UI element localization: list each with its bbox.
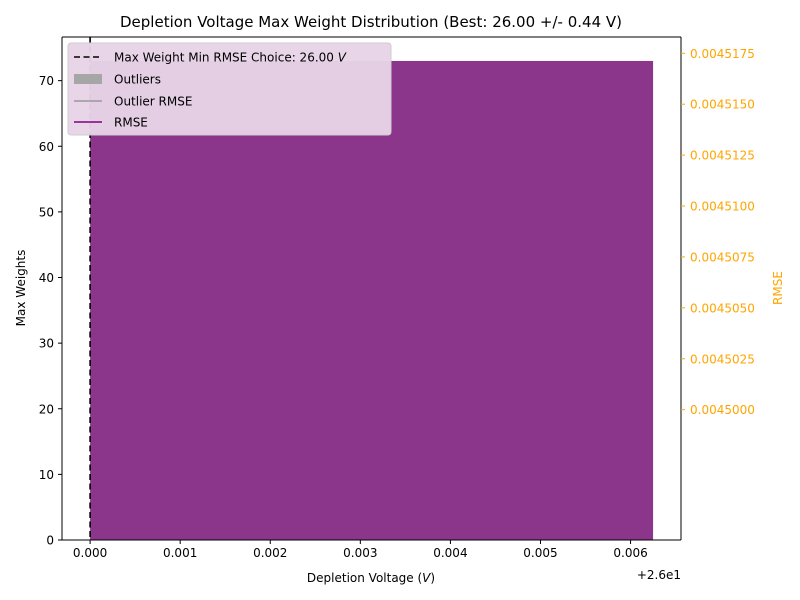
legend-label-best-choice: Max Weight Min RMSE Choice: 26.00 V xyxy=(114,51,347,65)
bar-0 xyxy=(90,60,654,540)
y-tick-label-7: 70 xyxy=(39,74,54,88)
y-tick-label-2: 20 xyxy=(39,402,54,416)
legend: Max Weight Min RMSE Choice: 26.00 V Outl… xyxy=(67,42,392,136)
y2-axis-label: RMSE xyxy=(771,271,785,305)
y-tick-label-0: 0 xyxy=(46,534,54,548)
y2-tick-label-7: 0.0045175 xyxy=(690,47,755,61)
x-tick-label-1: 0.001 xyxy=(163,546,197,560)
chart-title: Depletion Voltage Max Weight Distributio… xyxy=(120,13,622,31)
y-tick-label-6: 60 xyxy=(39,140,54,154)
y2-tick-label-0: 0.0045000 xyxy=(690,403,755,417)
x-axis-ticks: 0.000 0.001 0.002 0.003 0.004 0.005 0.006 xyxy=(73,540,648,560)
x-tick-label-3: 0.003 xyxy=(343,546,377,560)
x-tick-label-5: 0.005 xyxy=(523,546,557,560)
legend-label-best-choice-text: Max Weight Min RMSE Choice: 26.00 xyxy=(114,51,338,65)
x-offset-label: +2.6e1 xyxy=(637,568,681,582)
x-axis-label-text: Depletion Voltage ( xyxy=(307,571,422,585)
y-axis-label: Max Weights xyxy=(14,250,28,327)
y2-tick-label-4: 0.0045100 xyxy=(690,200,755,214)
legend-label-rmse: RMSE xyxy=(114,116,148,130)
legend-label-outlier-rmse: Outlier RMSE xyxy=(114,95,192,109)
y2-tick-label-5: 0.0045125 xyxy=(690,149,755,163)
x-tick-label-0: 0.000 xyxy=(73,546,107,560)
x-tick-label-4: 0.004 xyxy=(433,546,467,560)
x-tick-label-2: 0.002 xyxy=(253,546,287,560)
y-tick-label-1: 10 xyxy=(39,468,54,482)
y2-tick-label-6: 0.0045150 xyxy=(690,98,755,112)
legend-label-best-choice-unit: V xyxy=(338,51,347,65)
y2-axis-ticks: 0.0045000 0.0045025 0.0045050 0.0045075 0.00… xyxy=(681,47,755,417)
bars-layer xyxy=(90,60,654,540)
y2-tick-label-3: 0.0045075 xyxy=(690,250,755,264)
x-axis-label: Depletion Voltage (V) xyxy=(307,571,435,585)
y2-tick-label-2: 0.0045050 xyxy=(690,301,755,315)
x-axis-label-unit: V xyxy=(422,571,431,585)
y-tick-label-5: 50 xyxy=(39,205,54,219)
axes-frame xyxy=(61,36,682,541)
y-axis-ticks: 0 10 20 30 40 50 60 70 xyxy=(39,74,62,548)
y2-tick-label-1: 0.0045025 xyxy=(690,352,755,366)
y-tick-label-4: 40 xyxy=(39,271,54,285)
x-axis-label-close: ) xyxy=(430,571,435,585)
legend-marker-outliers xyxy=(74,74,102,84)
x-tick-label-6: 0.006 xyxy=(613,546,647,560)
legend-box xyxy=(67,42,392,136)
legend-label-outliers: Outliers xyxy=(114,73,161,87)
y-tick-label-3: 30 xyxy=(39,337,54,351)
